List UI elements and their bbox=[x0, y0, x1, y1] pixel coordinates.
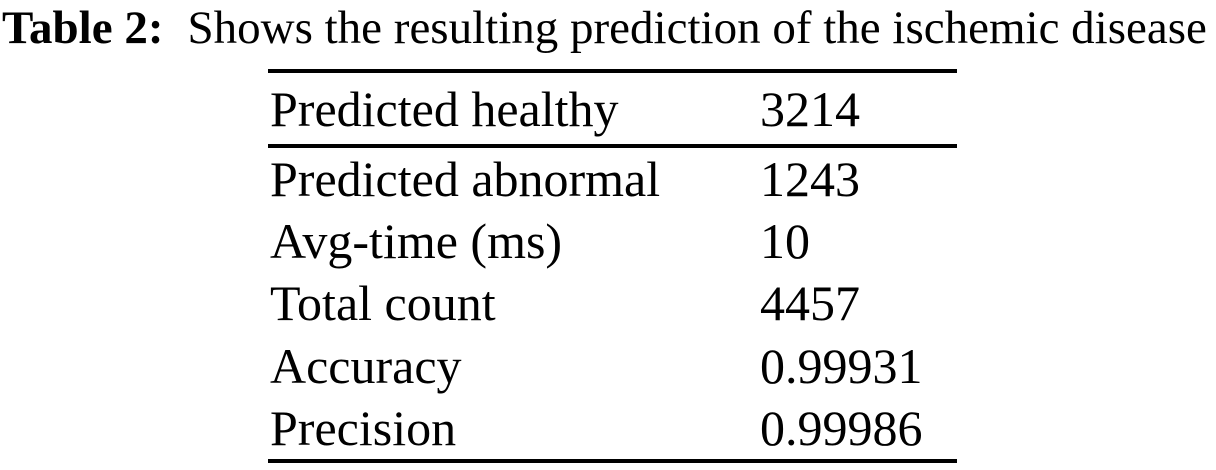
table-mid-rule bbox=[268, 144, 957, 148]
table-caption: Table 2: Shows the resulting prediction o… bbox=[2, 0, 1216, 56]
row-value: 3214 bbox=[760, 80, 860, 137]
table-row-accuracy: Accuracy 0.99931 bbox=[268, 335, 957, 397]
row-label: Avg-time (ms) bbox=[270, 213, 563, 270]
table-caption-text: Shows the resulting prediction of the is… bbox=[187, 2, 1207, 54]
table-row-predicted-healthy: Predicted healthy 3214 bbox=[268, 73, 957, 144]
table-row-precision: Precision 0.99986 bbox=[268, 397, 957, 459]
row-label: Predicted healthy bbox=[270, 80, 619, 137]
table-top-rule bbox=[268, 69, 957, 73]
row-label: Precision bbox=[270, 399, 457, 456]
row-value: 1243 bbox=[760, 151, 860, 208]
table-row-predicted-abnormal: Predicted abnormal 1243 bbox=[268, 148, 957, 210]
row-label: Accuracy bbox=[270, 337, 462, 394]
row-value: 0.99986 bbox=[760, 399, 923, 456]
table-row-total-count: Total count 4457 bbox=[268, 272, 957, 334]
row-value: 0.99931 bbox=[760, 337, 923, 394]
table-caption-label: Table 2: bbox=[2, 2, 164, 54]
table-row-avg-time: Avg-time (ms) 10 bbox=[268, 210, 957, 272]
row-value: 4457 bbox=[760, 275, 860, 332]
row-value: 10 bbox=[760, 213, 810, 270]
row-label: Total count bbox=[270, 275, 496, 332]
results-table: Predicted healthy 3214 Predicted abnorma… bbox=[268, 69, 957, 463]
table-bottom-rule bbox=[268, 458, 957, 463]
row-label: Predicted abnormal bbox=[270, 151, 661, 208]
